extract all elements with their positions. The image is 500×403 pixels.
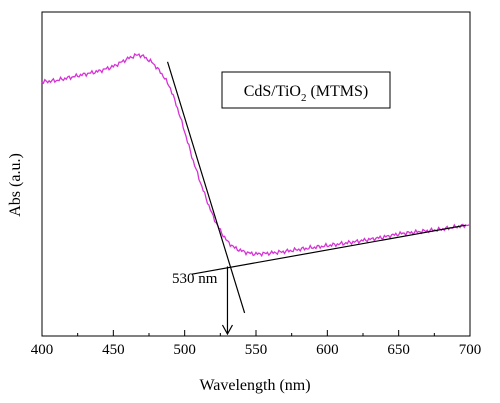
annotation-label: 530 nm	[172, 271, 218, 287]
legend-label: CdS/TiO2 (MTMS)	[244, 83, 369, 104]
x-tick-label-450: 450	[102, 342, 125, 358]
legend: CdS/TiO2 (MTMS)	[221, 71, 391, 109]
plot-frame	[41, 11, 471, 337]
annotation-arrow-head	[221, 324, 233, 336]
x-tick-label-700: 700	[459, 342, 482, 358]
x-tick-label-550: 550	[245, 342, 268, 358]
tangent-line-1	[191, 224, 466, 275]
series-line-0	[41, 52, 471, 258]
tangent-line-0	[166, 61, 246, 314]
x-axis-label: Wavelength (nm)	[199, 377, 310, 394]
x-tick-label-650: 650	[387, 342, 410, 358]
x-tick-label-600: 600	[316, 342, 339, 358]
y-axis-label: Abs (a.u.)	[7, 153, 24, 217]
legend-box	[221, 71, 391, 109]
x-tick-label-500: 500	[173, 342, 196, 358]
x-tick-label-400: 400	[31, 342, 54, 358]
